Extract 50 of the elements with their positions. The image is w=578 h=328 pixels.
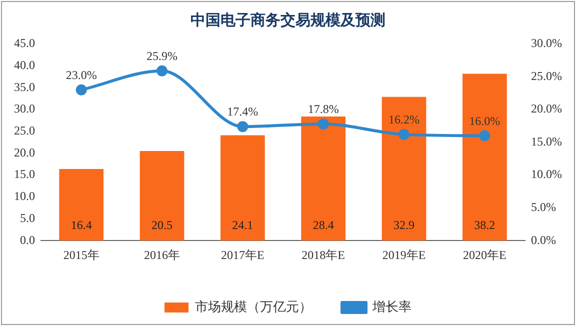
data-label: 24.1 xyxy=(232,218,254,232)
legend-label: 市场规模（万亿元） xyxy=(195,298,312,314)
y2-tick-label: 20.0% xyxy=(531,102,562,116)
y2-tick-label: 25.0% xyxy=(531,68,562,83)
x-tick-label: 2019年E xyxy=(382,248,426,262)
legend-label: 增长率 xyxy=(372,298,412,314)
data-label: 38.2 xyxy=(474,218,496,232)
bar xyxy=(301,116,346,241)
data-label: 23.0% xyxy=(66,68,97,82)
data-label: 20.5 xyxy=(152,218,172,232)
data-label: 17.8% xyxy=(308,102,339,116)
x-tick-label: 2020年E xyxy=(463,248,506,262)
bar xyxy=(59,168,104,241)
x-tick-label: 2018年E xyxy=(302,248,346,262)
y2-tick-label: 0.0% xyxy=(531,232,556,247)
point xyxy=(318,118,329,130)
y-tick-label: 20.0 xyxy=(14,145,35,160)
y2-tick-label: 10.0% xyxy=(531,167,562,182)
point xyxy=(479,130,490,142)
bar xyxy=(462,74,507,241)
y-tick-label: 45.0 xyxy=(14,36,35,50)
y-tick-label: 35.0 xyxy=(14,80,35,94)
data-label: 16.0% xyxy=(469,114,500,128)
y2-tick-label: 30.0% xyxy=(531,36,562,50)
point xyxy=(76,84,87,96)
point xyxy=(398,128,410,140)
y-tick-label: 30.0 xyxy=(14,102,35,116)
data-label: 32.9 xyxy=(394,218,415,232)
y-tick-label: 25.0 xyxy=(14,124,35,138)
bar xyxy=(140,151,184,241)
chart-title: 中国电子商务交易规模及预测 xyxy=(190,10,386,29)
bar xyxy=(220,135,265,241)
x-tick-label: 2016年 xyxy=(144,248,180,262)
x-tick-label: 2015年 xyxy=(63,248,100,262)
data-label: 25.9% xyxy=(146,49,178,64)
bar xyxy=(382,96,426,241)
x-tick-label: 2017年E xyxy=(220,248,264,262)
point xyxy=(237,121,248,132)
data-label: 16.4 xyxy=(70,218,92,232)
y-tick-label: 5.0 xyxy=(20,210,35,225)
y-tick-label: 40.0 xyxy=(14,58,35,72)
y2-tick-label: 5.0% xyxy=(531,200,556,214)
data-label: 28.4 xyxy=(312,218,334,232)
data-label: 17.4% xyxy=(227,104,258,119)
y-tick-label: 0.0 xyxy=(20,232,35,247)
y-tick-label: 15.0 xyxy=(14,167,35,182)
data-label: 16.2% xyxy=(388,112,420,127)
point xyxy=(156,65,168,76)
y2-tick-label: 15.0% xyxy=(531,134,562,148)
y-tick-label: 10.0 xyxy=(14,189,35,204)
